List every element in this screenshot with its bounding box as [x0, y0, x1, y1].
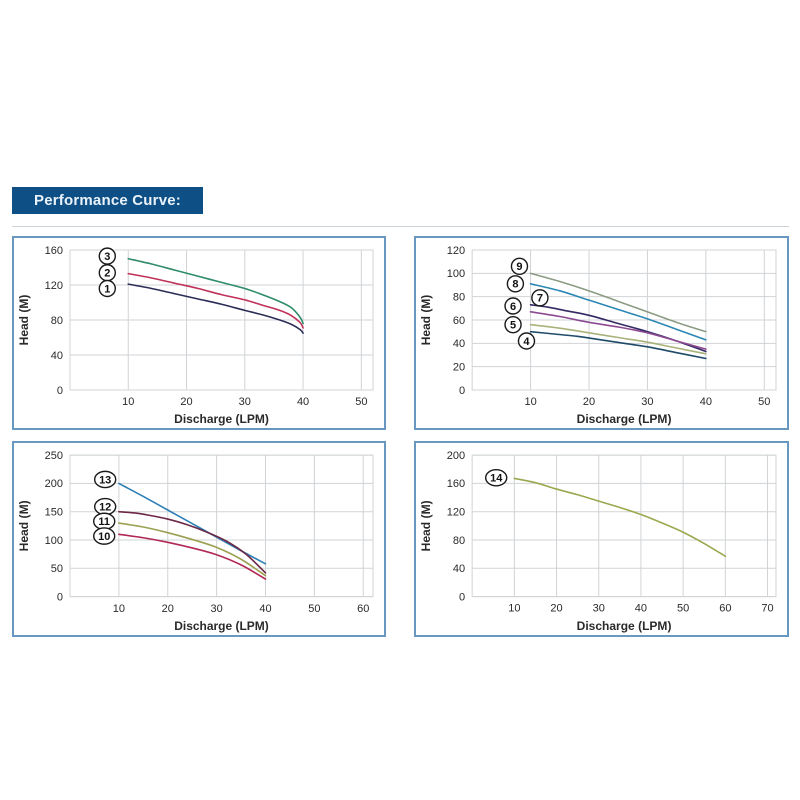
svg-text:160: 160: [447, 478, 465, 490]
svg-text:50: 50: [308, 603, 320, 615]
svg-text:50: 50: [677, 603, 689, 615]
svg-text:Discharge (LPM): Discharge (LPM): [174, 412, 269, 426]
svg-text:60: 60: [719, 603, 731, 615]
svg-text:60: 60: [453, 315, 465, 327]
performance-chart-3: 13 12 11 10 10 20 30 40 50 60 0 50 100 150 200 250 Disch…: [17, 450, 374, 633]
svg-text:30: 30: [641, 396, 653, 408]
svg-text:Head (M): Head (M): [17, 295, 31, 346]
svg-text:40: 40: [259, 603, 271, 615]
svg-text:30: 30: [210, 603, 222, 615]
chart-panel-curves-4-9: 9 8 7 6 5 4 10 20 30 40 50 0 20 40 60 80 100 120 Discharge…: [414, 236, 789, 430]
performance-chart-1: 3 2 1 10 20 30 40 50 0 40 80 120 160 Discharge (LPM) H…: [17, 245, 374, 426]
svg-text:Head (M): Head (M): [419, 295, 433, 346]
svg-text:10: 10: [524, 396, 536, 408]
svg-text:0: 0: [459, 591, 465, 603]
svg-text:70: 70: [761, 603, 773, 615]
svg-text:40: 40: [453, 338, 465, 350]
svg-text:10: 10: [98, 531, 110, 543]
svg-text:40: 40: [297, 396, 309, 408]
svg-text:50: 50: [51, 563, 63, 575]
svg-text:Discharge (LPM): Discharge (LPM): [577, 412, 672, 426]
chart-panel-curves-1-3: 3 2 1 10 20 30 40 50 0 40 80 120 160 Discharge (LPM) H…: [12, 236, 386, 430]
chart-panel-curve-14: 14 10 20 30 40 50 60 70 0 40 80 120 160 200 Discharge …: [414, 441, 789, 637]
svg-text:10: 10: [122, 396, 134, 408]
svg-text:10: 10: [113, 603, 125, 615]
svg-text:Discharge (LPM): Discharge (LPM): [577, 619, 672, 633]
page-title-text: Performance Curve:: [34, 192, 181, 209]
svg-text:2: 2: [104, 268, 110, 280]
svg-text:0: 0: [57, 385, 63, 397]
svg-text:100: 100: [45, 535, 63, 547]
svg-text:8: 8: [512, 279, 518, 291]
svg-text:4: 4: [523, 336, 530, 348]
svg-text:250: 250: [45, 450, 63, 462]
svg-text:200: 200: [447, 450, 465, 462]
svg-text:0: 0: [459, 385, 465, 397]
svg-text:30: 30: [593, 603, 605, 615]
svg-text:Head (M): Head (M): [17, 500, 31, 551]
svg-text:12: 12: [99, 501, 111, 513]
svg-text:150: 150: [45, 507, 63, 519]
svg-text:60: 60: [357, 603, 369, 615]
svg-text:80: 80: [453, 291, 465, 303]
svg-text:7: 7: [537, 293, 543, 305]
svg-text:40: 40: [51, 350, 63, 362]
svg-text:160: 160: [45, 245, 63, 257]
svg-text:20: 20: [550, 603, 562, 615]
svg-text:50: 50: [758, 396, 770, 408]
svg-text:9: 9: [516, 261, 522, 273]
svg-text:0: 0: [57, 591, 63, 603]
svg-text:50: 50: [355, 396, 367, 408]
svg-text:3: 3: [104, 251, 110, 263]
svg-text:40: 40: [700, 396, 712, 408]
svg-text:10: 10: [508, 603, 520, 615]
svg-text:20: 20: [583, 396, 595, 408]
svg-text:40: 40: [453, 563, 465, 575]
svg-text:13: 13: [99, 474, 111, 486]
svg-text:80: 80: [453, 535, 465, 547]
svg-text:11: 11: [98, 516, 110, 528]
svg-text:1: 1: [104, 283, 110, 295]
svg-text:20: 20: [162, 603, 174, 615]
svg-text:Discharge (LPM): Discharge (LPM): [174, 619, 269, 633]
svg-text:120: 120: [447, 507, 465, 519]
title-underline: [12, 226, 789, 227]
page-title: Performance Curve:: [12, 187, 203, 214]
svg-text:100: 100: [447, 268, 465, 280]
svg-text:20: 20: [180, 396, 192, 408]
svg-text:Head (M): Head (M): [419, 500, 433, 551]
svg-text:120: 120: [447, 245, 465, 257]
svg-text:120: 120: [45, 280, 63, 292]
svg-text:30: 30: [239, 396, 251, 408]
svg-text:20: 20: [453, 361, 465, 373]
svg-text:200: 200: [45, 478, 63, 490]
performance-chart-4: 14 10 20 30 40 50 60 70 0 40 80 120 160 200 Discharge …: [419, 450, 777, 633]
svg-text:14: 14: [490, 473, 503, 485]
chart-panel-curves-10-13: 13 12 11 10 10 20 30 40 50 60 0 50 100 150 200 250 Disch…: [12, 441, 386, 637]
svg-text:40: 40: [635, 603, 647, 615]
svg-text:5: 5: [510, 319, 516, 331]
performance-chart-2: 9 8 7 6 54 10 20 30 40 50 0 20 40 60 80 100 120 Discharge…: [419, 245, 777, 426]
svg-text:6: 6: [510, 301, 516, 313]
svg-text:80: 80: [51, 315, 63, 327]
